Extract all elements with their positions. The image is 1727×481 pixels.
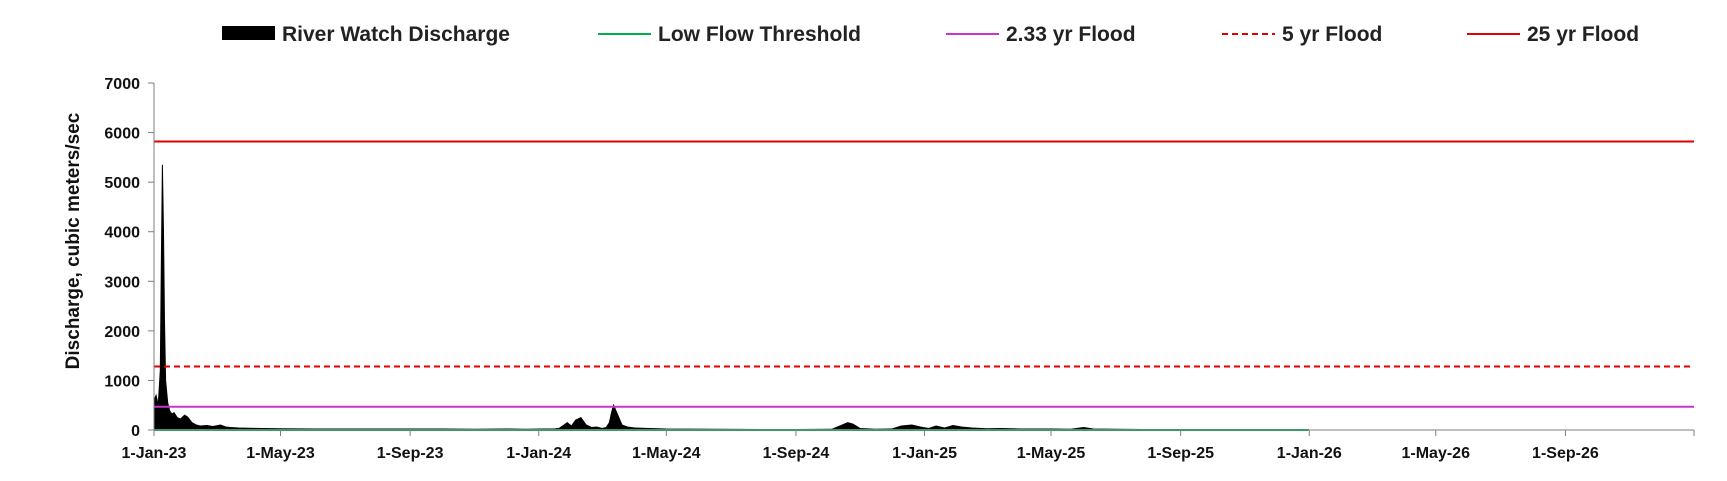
- x-tick-label: 1-May-25: [1017, 445, 1086, 462]
- legend: River Watch Discharge Low Flow Threshold 2…: [222, 23, 1639, 46]
- x-tick-label: 1-Jan-23: [122, 445, 187, 462]
- legend-label-low-flow-threshold: Low Flow Threshold: [658, 23, 861, 46]
- y-tick-label: 4000: [104, 225, 140, 242]
- y-tick-label: 3000: [104, 274, 140, 291]
- y-tick-label: 5000: [104, 175, 140, 192]
- x-tick-label: 1-Jan-26: [1277, 445, 1342, 462]
- legend-label-25-yr-flood: 25 yr Flood: [1527, 23, 1639, 46]
- x-tick-label: 1-Sep-26: [1532, 445, 1599, 462]
- x-tick-label: 1-Jan-25: [892, 445, 957, 462]
- legend-swatch-river-watch-discharge: [222, 26, 275, 40]
- axes: 0 1000 2000 3000 4000 5000 6000 7000 1-Jan-23 1-M…: [104, 76, 1695, 462]
- legend-label-5-yr-flood: 5 yr Flood: [1282, 23, 1382, 46]
- reference-lines-layer: [154, 140, 1694, 431]
- x-tick-label: 1-May-23: [246, 445, 315, 462]
- legend-label-2-33-yr-flood: 2.33 yr Flood: [1006, 23, 1136, 46]
- x-tick-label: 1-Jan-24: [506, 445, 571, 462]
- x-tick-label: 1-May-24: [632, 445, 701, 462]
- discharge-area: [153, 164, 1309, 431]
- y-tick-label: 6000: [104, 126, 140, 143]
- y-axis-title: Discharge, cubic meters/sec: [63, 112, 84, 369]
- x-tick-label: 1-May-26: [1402, 445, 1471, 462]
- x-tick-label: 1-Sep-23: [377, 445, 444, 462]
- y-tick-label: 2000: [104, 324, 140, 341]
- x-tick-label: 1-Sep-25: [1147, 445, 1214, 462]
- legend-label-river-watch-discharge: River Watch Discharge: [282, 23, 510, 46]
- y-tick-label: 1000: [104, 373, 140, 390]
- y-tick-label: 0: [131, 423, 140, 440]
- discharge-area-layer: [153, 164, 1309, 431]
- y-tick-label: 7000: [104, 76, 140, 93]
- x-tick-label: 1-Sep-24: [763, 445, 830, 462]
